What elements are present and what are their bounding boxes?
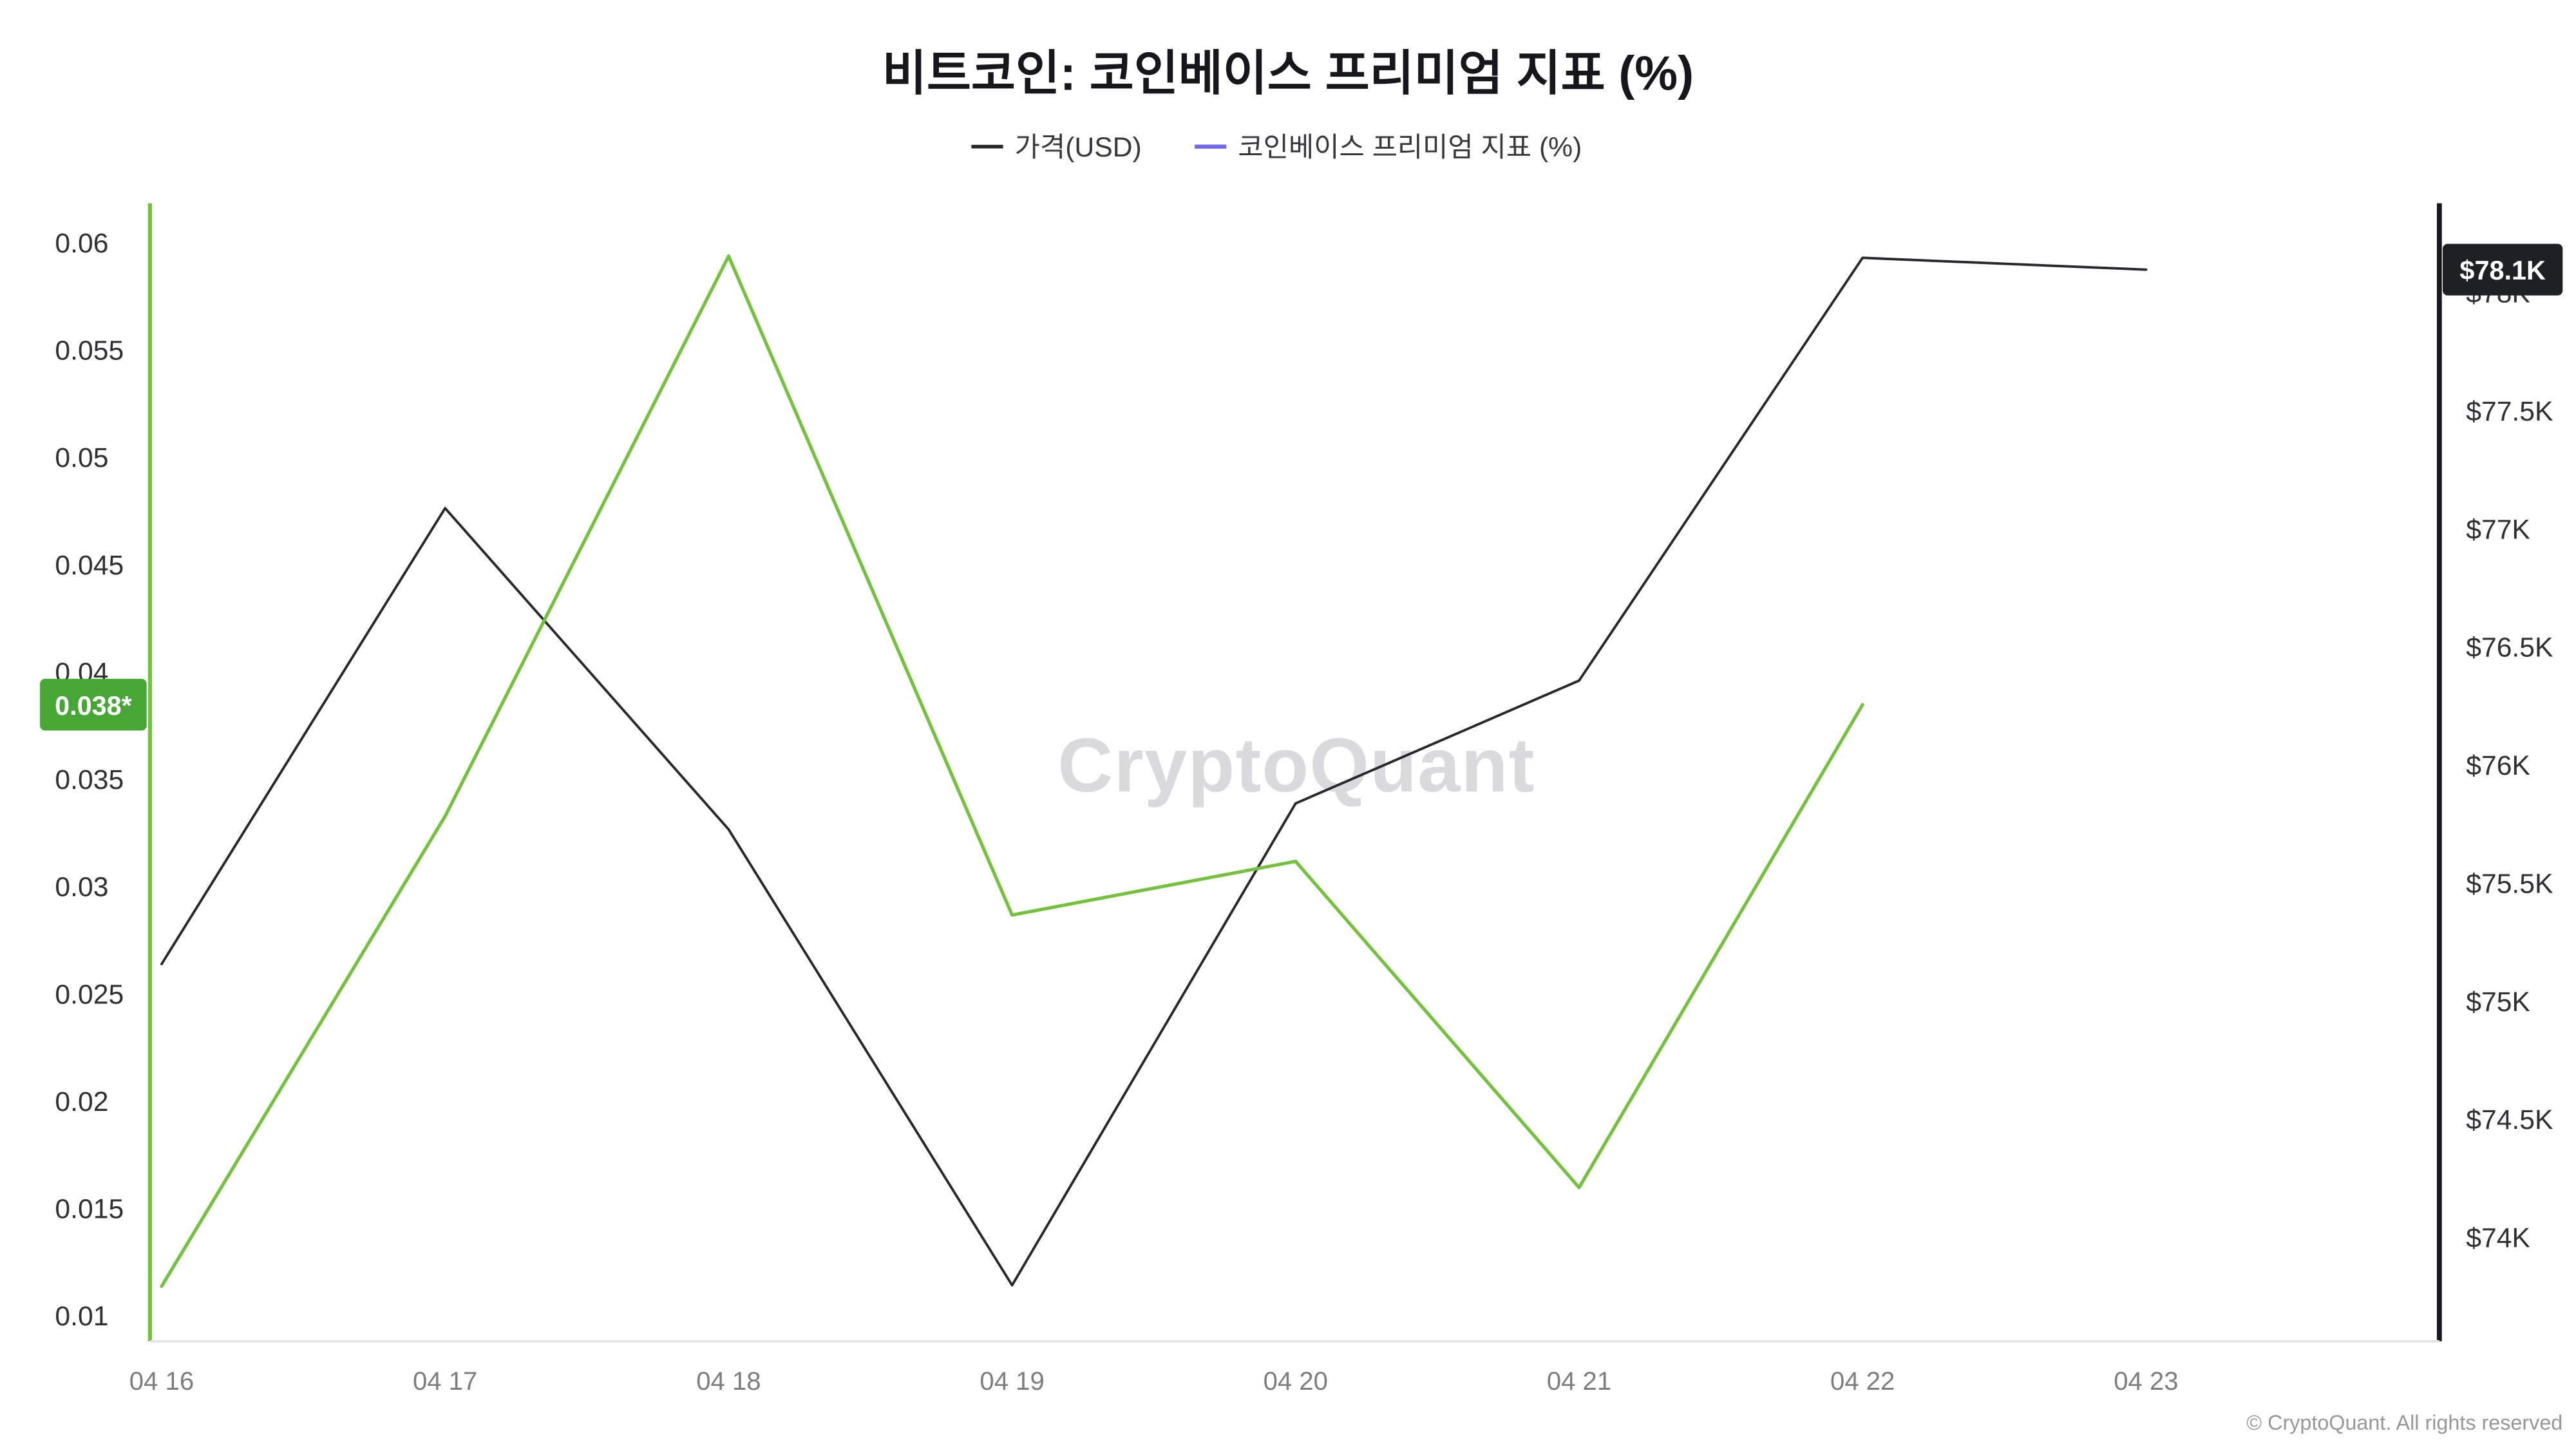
price-legend-label[interactable]: 가격(USD) [1015, 132, 1142, 163]
premium-badge-background [40, 679, 147, 731]
left-tick-label: 0.02 [55, 1086, 108, 1117]
left-tick-label: 0.01 [55, 1301, 108, 1332]
right-tick-label: $77K [2466, 514, 2530, 545]
x-tick-label: 04 23 [2114, 1367, 2178, 1396]
premium-legend-label[interactable]: 코인베이스 프리미엄 지표 (%) [1238, 132, 1582, 163]
left-tick-label: 0.015 [55, 1194, 124, 1225]
left-tick-label: 0.06 [55, 228, 108, 259]
right-tick-label: $76K [2466, 750, 2530, 781]
x-tick-label: 04 17 [413, 1367, 477, 1396]
right-tick-label: $74.5K [2466, 1104, 2553, 1135]
legend: 가격(USD) 코인베이스 프리미엄 지표 (%) [971, 132, 1582, 163]
x-tick-label: 04 16 [129, 1367, 194, 1396]
price-latest-value: $78.1K [2459, 256, 2546, 285]
left-tick-label: 0.035 [55, 764, 124, 795]
left-tick-label: 0.03 [55, 872, 108, 903]
cryptoquant-watermark: CryptoQuant [1057, 723, 1535, 808]
right-tick-label: $75.5K [2466, 868, 2553, 899]
plot-area: 0.010.0150.020.0250.030.0350.040.0450.05… [55, 203, 2553, 1396]
right-tick-label: $77.5K [2466, 396, 2553, 427]
x-tick-label: 04 20 [1264, 1367, 1328, 1396]
left-tick-label: 0.055 [55, 336, 124, 366]
right-tick-label: $76.5K [2466, 632, 2553, 663]
price-latest-badge: $78.1K [2443, 243, 2563, 296]
x-tick-label: 04 22 [1830, 1367, 1895, 1396]
right-tick-label: $74K [2466, 1223, 2530, 1254]
premium-latest-value: 0.038* [55, 691, 133, 721]
price-badge-background [2443, 243, 2563, 296]
chart-title: 비트코인: 코인베이스 프리미엄 지표 (%) [882, 46, 1694, 100]
left-tick-label: 0.025 [55, 979, 124, 1010]
x-tick-label: 04 21 [1547, 1367, 1611, 1396]
left-tick-label: 0.045 [55, 550, 124, 581]
price-series-line [160, 256, 2148, 1287]
left-tick-label: 0.05 [55, 442, 108, 473]
x-tick-label: 04 19 [980, 1367, 1044, 1396]
copyright-notice: © CryptoQuant. All rights reserved [2246, 1411, 2562, 1434]
premium-series-line [160, 254, 1864, 1288]
right-tick-label: $75K [2466, 987, 2530, 1018]
premium-latest-badge: 0.038* [40, 679, 147, 731]
x-tick-label: 04 18 [696, 1367, 761, 1396]
